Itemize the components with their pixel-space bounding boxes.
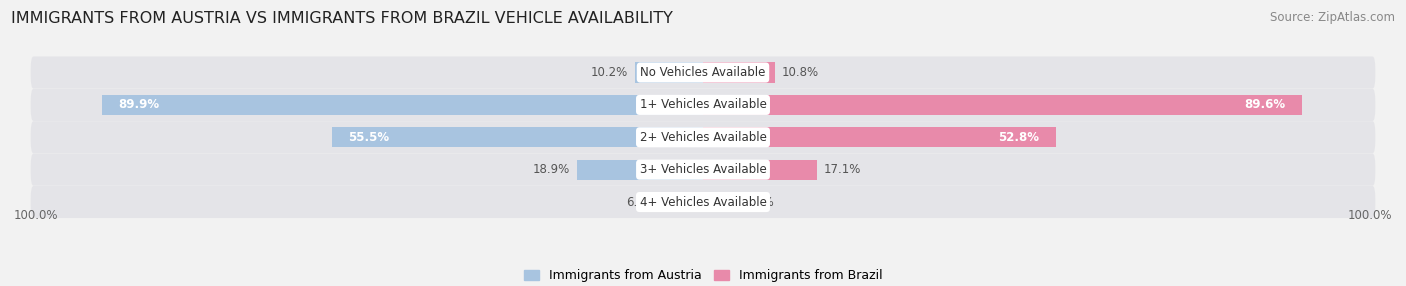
FancyBboxPatch shape [31,89,1375,121]
Text: 17.1%: 17.1% [824,163,862,176]
Text: IMMIGRANTS FROM AUSTRIA VS IMMIGRANTS FROM BRAZIL VEHICLE AVAILABILITY: IMMIGRANTS FROM AUSTRIA VS IMMIGRANTS FR… [11,11,673,26]
Bar [703,192,738,212]
Bar [101,95,703,115]
FancyBboxPatch shape [31,186,1375,218]
Text: 3+ Vehicles Available: 3+ Vehicles Available [640,163,766,176]
Text: No Vehicles Available: No Vehicles Available [640,66,766,79]
Text: 55.5%: 55.5% [349,131,389,144]
Text: 1+ Vehicles Available: 1+ Vehicles Available [640,98,766,112]
Text: 2+ Vehicles Available: 2+ Vehicles Available [640,131,766,144]
Bar [662,192,703,212]
Text: 5.2%: 5.2% [744,196,775,208]
FancyBboxPatch shape [31,57,1375,89]
Bar [576,160,703,180]
Bar [703,127,1056,147]
Text: 89.9%: 89.9% [118,98,159,112]
Bar [332,127,703,147]
Text: 89.6%: 89.6% [1244,98,1285,112]
Text: 18.9%: 18.9% [533,163,569,176]
Text: 10.2%: 10.2% [591,66,628,79]
Text: 6.0%: 6.0% [627,196,657,208]
Text: 10.8%: 10.8% [782,66,820,79]
Bar [703,95,1302,115]
Bar [703,160,817,180]
Bar [634,62,703,83]
FancyBboxPatch shape [31,121,1375,153]
Text: 100.0%: 100.0% [14,209,59,222]
Bar [703,62,775,83]
Legend: Immigrants from Austria, Immigrants from Brazil: Immigrants from Austria, Immigrants from… [523,269,883,282]
Text: Source: ZipAtlas.com: Source: ZipAtlas.com [1270,11,1395,24]
Text: 4+ Vehicles Available: 4+ Vehicles Available [640,196,766,208]
FancyBboxPatch shape [31,154,1375,186]
Text: 100.0%: 100.0% [1347,209,1392,222]
Text: 52.8%: 52.8% [998,131,1039,144]
